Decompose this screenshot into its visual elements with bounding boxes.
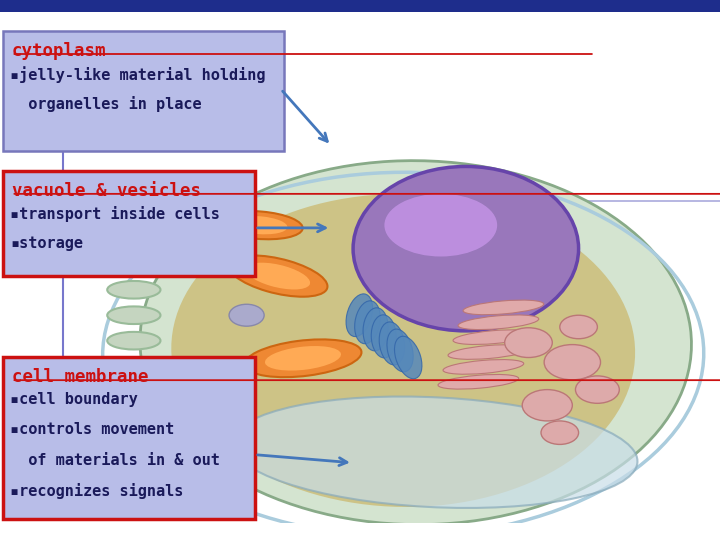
- Text: organelles in place: organelles in place: [10, 96, 202, 112]
- Text: cell membrane: cell membrane: [12, 368, 148, 386]
- Text: ▪recognizes signals: ▪recognizes signals: [10, 483, 184, 499]
- Text: ▪cell boundary: ▪cell boundary: [10, 392, 138, 407]
- FancyBboxPatch shape: [3, 171, 255, 276]
- FancyBboxPatch shape: [3, 357, 255, 519]
- Text: vacuole & vesicles: vacuole & vesicles: [12, 182, 200, 200]
- Bar: [0, 0, 720, 12]
- Text: ▪controls movement: ▪controls movement: [10, 422, 174, 437]
- Text: ▪transport inside cells: ▪transport inside cells: [10, 206, 220, 222]
- FancyBboxPatch shape: [3, 31, 284, 151]
- Text: cytoplasm: cytoplasm: [12, 42, 106, 60]
- Text: of materials in & out: of materials in & out: [10, 453, 220, 468]
- Text: ▪jelly-like material holding: ▪jelly-like material holding: [10, 66, 266, 83]
- Text: ▪storage: ▪storage: [10, 236, 83, 251]
